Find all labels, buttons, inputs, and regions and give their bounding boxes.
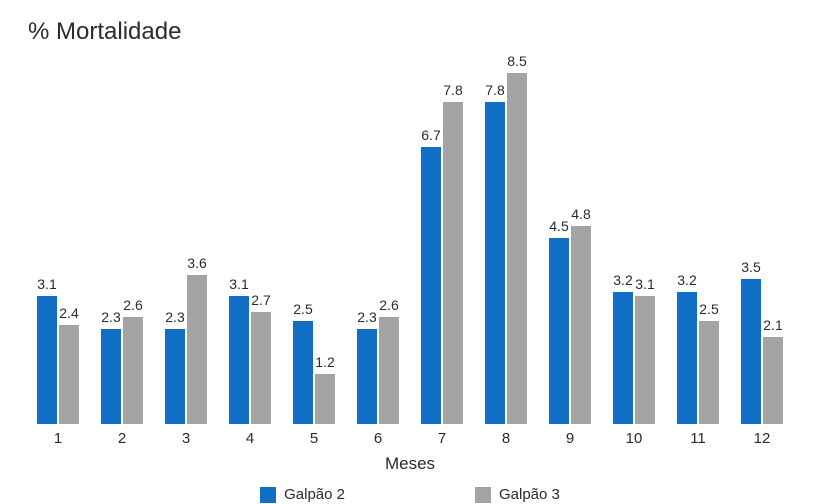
x-tick: 12 bbox=[734, 430, 790, 447]
bar-value-label: 6.7 bbox=[421, 127, 440, 143]
bar-group: 3.22.5 bbox=[670, 292, 726, 424]
bar-group: 4.54.8 bbox=[542, 226, 598, 424]
legend-label: Galpão 2 bbox=[284, 486, 345, 503]
bar: 3.1 bbox=[229, 296, 249, 424]
bar: 7.8 bbox=[485, 102, 505, 424]
x-tick: 2 bbox=[94, 430, 150, 447]
bar: 8.5 bbox=[507, 73, 527, 424]
bar: 2.6 bbox=[379, 317, 399, 424]
legend-swatch bbox=[260, 487, 276, 503]
bar-value-label: 2.5 bbox=[699, 301, 718, 317]
bar: 4.5 bbox=[549, 238, 569, 424]
bar-value-label: 7.8 bbox=[443, 82, 462, 98]
bar: 2.5 bbox=[699, 321, 719, 424]
bar-value-label: 2.5 bbox=[293, 301, 312, 317]
x-tick: 4 bbox=[222, 430, 278, 447]
bar-value-label: 3.1 bbox=[635, 276, 654, 292]
bar-value-label: 4.8 bbox=[571, 206, 590, 222]
x-tick: 11 bbox=[670, 430, 726, 447]
bar-group: 3.23.1 bbox=[606, 292, 662, 424]
x-tick: 5 bbox=[286, 430, 342, 447]
x-axis-label: Meses bbox=[28, 454, 792, 474]
bar-group: 3.12.7 bbox=[222, 296, 278, 424]
legend-item-galpao-3: Galpão 3 bbox=[475, 486, 560, 503]
legend-swatch bbox=[475, 487, 491, 503]
bar: 2.7 bbox=[251, 312, 271, 424]
bar: 2.3 bbox=[357, 329, 377, 424]
bar: 2.6 bbox=[123, 317, 143, 424]
mortality-chart: % Mortalidade 3.12.42.32.62.33.63.12.72.… bbox=[0, 0, 820, 504]
bar: 2.4 bbox=[59, 325, 79, 424]
bar-value-label: 2.7 bbox=[251, 292, 270, 308]
bar-group: 2.32.6 bbox=[94, 317, 150, 424]
bar-group: 6.77.8 bbox=[414, 102, 470, 424]
bar: 3.1 bbox=[635, 296, 655, 424]
bar: 7.8 bbox=[443, 102, 463, 424]
x-tick: 3 bbox=[158, 430, 214, 447]
x-tick: 10 bbox=[606, 430, 662, 447]
plot-area: 3.12.42.32.62.33.63.12.72.51.22.32.66.77… bbox=[28, 52, 792, 424]
bar-group: 7.88.5 bbox=[478, 73, 534, 424]
x-tick: 6 bbox=[350, 430, 406, 447]
x-tick: 9 bbox=[542, 430, 598, 447]
bar: 6.7 bbox=[421, 147, 441, 424]
bar-value-label: 3.1 bbox=[37, 276, 56, 292]
bar: 3.1 bbox=[37, 296, 57, 424]
bar-value-label: 8.5 bbox=[507, 53, 526, 69]
bar-group: 2.51.2 bbox=[286, 321, 342, 424]
bar-value-label: 7.8 bbox=[485, 82, 504, 98]
bar-value-label: 3.1 bbox=[229, 276, 248, 292]
bar-value-label: 2.1 bbox=[763, 317, 782, 333]
bar: 3.2 bbox=[677, 292, 697, 424]
bar: 3.5 bbox=[741, 279, 761, 424]
bar-group: 3.12.4 bbox=[30, 296, 86, 424]
x-tick: 7 bbox=[414, 430, 470, 447]
bar-group: 2.32.6 bbox=[350, 317, 406, 424]
bar-value-label: 1.2 bbox=[315, 354, 334, 370]
x-axis: 123456789101112 bbox=[28, 430, 792, 452]
bar: 3.6 bbox=[187, 275, 207, 424]
bar-value-label: 2.4 bbox=[59, 305, 78, 321]
bar-value-label: 2.3 bbox=[357, 309, 376, 325]
bar: 2.3 bbox=[165, 329, 185, 424]
x-tick: 8 bbox=[478, 430, 534, 447]
bar: 4.8 bbox=[571, 226, 591, 424]
bar-group: 3.52.1 bbox=[734, 279, 790, 424]
bar-value-label: 2.6 bbox=[123, 297, 142, 313]
legend: Galpão 2 Galpão 3 bbox=[28, 486, 792, 503]
legend-item-galpao-2: Galpão 2 bbox=[260, 486, 345, 503]
bar-value-label: 2.3 bbox=[165, 309, 184, 325]
bar-value-label: 4.5 bbox=[549, 218, 568, 234]
bar: 3.2 bbox=[613, 292, 633, 424]
bar-value-label: 3.2 bbox=[677, 272, 696, 288]
chart-title: % Mortalidade bbox=[28, 18, 792, 46]
bar-group: 2.33.6 bbox=[158, 275, 214, 424]
bar-value-label: 3.5 bbox=[741, 259, 760, 275]
x-tick: 1 bbox=[30, 430, 86, 447]
bar-value-label: 3.6 bbox=[187, 255, 206, 271]
bar-value-label: 3.2 bbox=[613, 272, 632, 288]
bar-value-label: 2.3 bbox=[101, 309, 120, 325]
legend-label: Galpão 3 bbox=[499, 486, 560, 503]
bar: 2.3 bbox=[101, 329, 121, 424]
bar-value-label: 2.6 bbox=[379, 297, 398, 313]
bar: 2.5 bbox=[293, 321, 313, 424]
bar: 2.1 bbox=[763, 337, 783, 424]
bar: 1.2 bbox=[315, 374, 335, 424]
